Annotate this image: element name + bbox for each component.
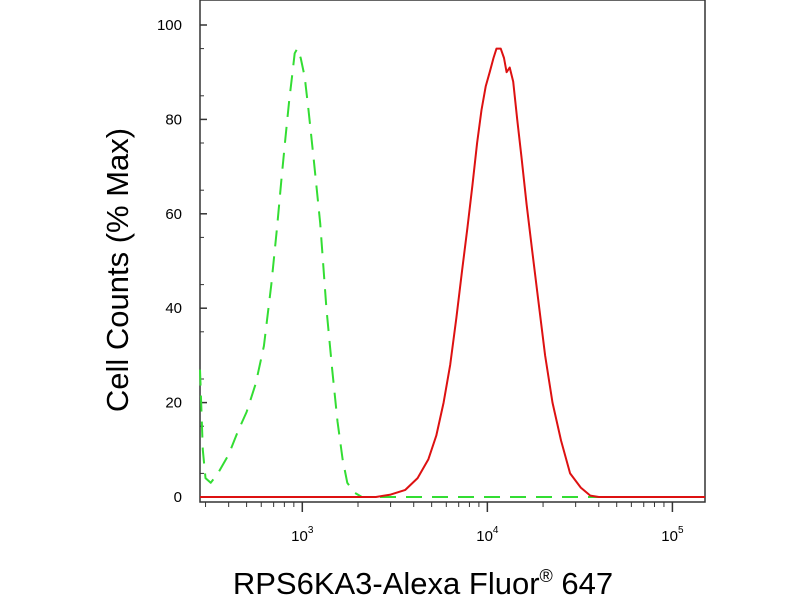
series-group xyxy=(199,47,705,498)
y-tick-label: 40 xyxy=(165,300,182,317)
x-tick-label: 105 xyxy=(661,525,684,545)
y-axis-label: Cell Counts (% Max) xyxy=(100,128,135,412)
y-tick-label: 20 xyxy=(165,395,182,412)
y-tick-label: 0 xyxy=(174,489,182,506)
x-axis-label-sup: ® xyxy=(540,566,553,586)
y-tick-label: 60 xyxy=(165,206,182,223)
plot-frame xyxy=(199,0,706,503)
series-2-line xyxy=(200,47,705,498)
x-axis-label-tail: 647 xyxy=(553,566,613,600)
x-axis-label: RPS6KA3-Alexa Fluor® 647 xyxy=(233,566,613,600)
y-axis: 0 20 40 60 80 100 xyxy=(157,17,207,506)
series-1-line xyxy=(199,47,705,498)
x-tick-label: 103 xyxy=(291,525,314,545)
x-axis-label-main: RPS6KA3-Alexa Fluor xyxy=(233,566,540,600)
x-axis: 103 104 105 xyxy=(205,502,684,545)
x-tick-label: 104 xyxy=(476,525,499,545)
y-tick-label: 80 xyxy=(165,111,182,128)
y-tick-label: 100 xyxy=(157,17,182,34)
